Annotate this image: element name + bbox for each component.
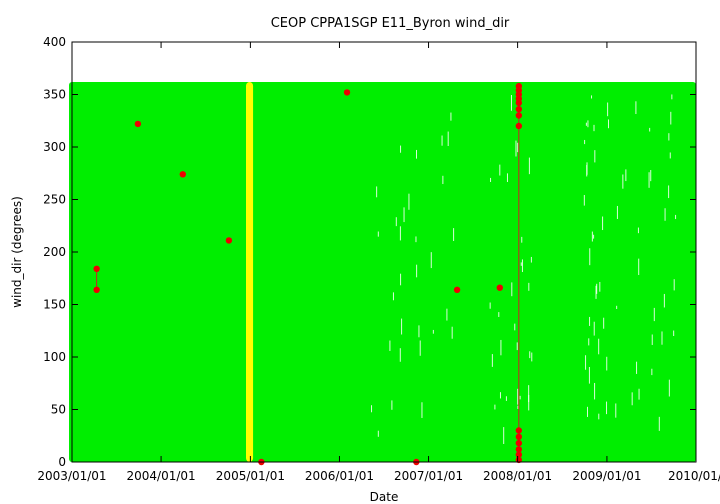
y-tick-label: 150 [43,298,66,312]
flagged-point [179,171,186,178]
y-tick-label: 350 [43,88,66,102]
chart-title: CEOP CPPA1SGP E11_Byron wind_dir [271,16,510,31]
y-tick-label: 300 [43,140,66,154]
dense-series-gaps [371,94,677,445]
x-tick-label: 2007/01/01 [394,469,463,483]
flagged-point [515,427,523,434]
connector-lines [96,86,520,462]
y-axis-label: wind_dir (degrees) [10,196,24,308]
flagged-point [515,433,523,440]
x-tick-label: 2005/01/01 [216,469,285,483]
y-tick-label: 400 [43,35,66,49]
x-tick-label: 2004/01/01 [126,469,195,483]
highlight-band-series [245,82,254,462]
x-tick-label: 2008/01/01 [483,469,552,483]
flagged-point [515,112,523,119]
flagged-points [93,82,523,466]
dense-series-fill [69,82,696,462]
flagged-point [515,439,523,447]
x-axis: 2003/01/01 2004/01/01 2005/01/01 2006/01/01… [37,42,720,483]
flagged-point [496,284,503,291]
y-tick-label: 250 [43,193,66,207]
flagged-point [93,265,100,272]
y-tick-label: 0 [58,455,66,469]
flagged-point [453,286,461,293]
y-tick-label: 200 [43,245,66,259]
flagged-point [225,237,233,244]
flagged-point [515,446,523,453]
x-tick-label: 2010/01/01 [668,469,720,483]
flagged-point [134,120,142,128]
plot-area [69,41,697,466]
highlight-band-fill [245,82,254,462]
y-tick-label: 50 [51,403,66,417]
flagged-point [515,122,523,130]
y-axis: 0 50 100 150 200 250 300 350 400 [43,35,696,469]
x-axis-label: Date [370,490,399,504]
x-tick-label: 2009/01/01 [572,469,641,483]
x-tick-label: 2006/01/01 [305,469,374,483]
dense-series [69,82,696,462]
flagged-point [93,286,100,293]
flagged-point [515,106,523,113]
flagged-point [515,99,523,107]
x-tick-label: 2003/01/01 [37,469,106,483]
y-tick-label: 100 [43,350,66,364]
flagged-point [343,89,351,96]
